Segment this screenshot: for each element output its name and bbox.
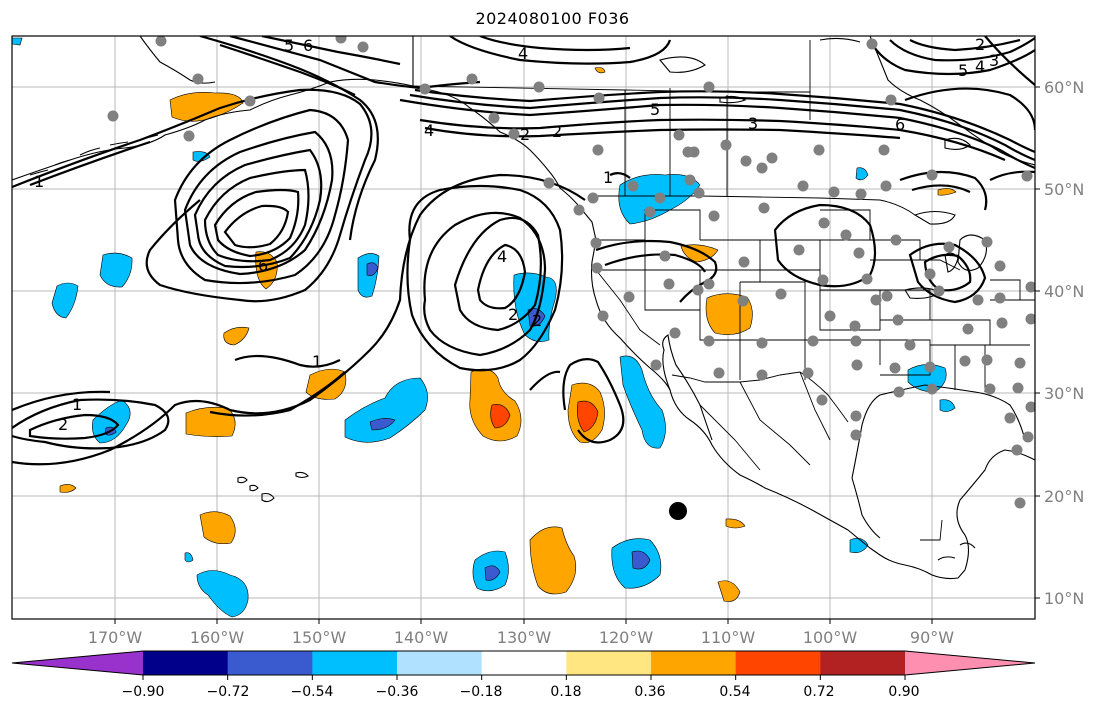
colorbar-tick-label: −0.18 <box>460 684 503 700</box>
contour-label: 2 <box>552 122 562 141</box>
lon-label: 120°W <box>599 628 654 647</box>
colorbar-segment <box>481 651 567 675</box>
contour-label: 2 <box>58 415 68 434</box>
borders <box>409 36 1035 541</box>
colorbar-segment <box>312 651 398 675</box>
colorbar-segment <box>397 651 483 675</box>
chart-title: 2024080100 F036 <box>475 9 630 28</box>
contour-label: 1 <box>34 172 44 191</box>
colorbar-tick-label: 0.36 <box>634 684 665 700</box>
contour-label: 6 <box>303 36 313 55</box>
contour-label: 5 <box>284 36 294 55</box>
contour-label: 4 <box>424 121 434 140</box>
contour-label: 6 <box>258 256 268 275</box>
contour-label: 4 <box>975 57 985 76</box>
contour-label: 4 <box>518 44 528 63</box>
contour-labels: 5 6 4 5 3 6 2 2 4 1 6 2 1 2 1 4 2 2 1 3 … <box>34 35 999 434</box>
contour-label: 1 <box>312 352 322 371</box>
lon-label: 100°W <box>803 628 858 647</box>
contour-label: 5 <box>650 100 660 119</box>
lon-label: 110°W <box>701 628 756 647</box>
black-marker <box>669 502 687 520</box>
station-markers <box>107 36 1035 509</box>
contour-label: 5 <box>958 61 968 80</box>
colorbar-tick-label: 0.54 <box>719 684 750 700</box>
lat-label: 40°N <box>1044 282 1084 301</box>
contour-label: 1 <box>603 168 613 187</box>
lat-label: 20°N <box>1044 487 1084 506</box>
contours <box>12 36 1035 466</box>
colorbar-tick-label: 0.18 <box>550 684 581 700</box>
lat-label: 50°N <box>1044 180 1084 199</box>
lon-label: 140°W <box>394 628 449 647</box>
colorbar: −0.90 −0.72 −0.54 −0.36 −0.18 0.18 0.36 … <box>11 650 1036 700</box>
colorbar-segment <box>820 651 906 675</box>
contour-label: 6 <box>895 115 905 134</box>
colorbar-extend-max <box>905 651 1035 675</box>
colorbar-tick-label: −0.54 <box>291 684 334 700</box>
lon-label: 130°W <box>497 628 552 647</box>
colorbar-tick-label: −0.36 <box>376 684 419 700</box>
lon-label: 160°W <box>190 628 245 647</box>
contour-label: 2 <box>520 125 530 144</box>
colorbar-tick-label: 0.90 <box>888 684 919 700</box>
map-area: 5 6 4 5 3 6 2 2 4 1 6 2 1 2 1 4 2 2 1 3 … <box>12 35 1035 619</box>
colorbar-tick-label: 0.72 <box>803 684 834 700</box>
lon-label: 90°W <box>910 628 954 647</box>
colorbar-segment <box>651 651 737 675</box>
latitude-labels: 60°N 50°N 40°N 30°N 20°N 10°N <box>1044 78 1084 608</box>
contour-label: 2 <box>975 35 985 54</box>
colorbar-tick-label: −0.72 <box>207 684 250 700</box>
colorbar-segment <box>143 651 229 675</box>
contour-label: 4 <box>497 247 507 266</box>
colorbar-extend-min <box>12 651 143 675</box>
contour-label: 3 <box>989 51 999 70</box>
lat-label: 60°N <box>1044 78 1084 97</box>
lon-label: 150°W <box>292 628 347 647</box>
contour-label: 1 <box>72 395 82 414</box>
lat-label: 10°N <box>1044 589 1084 608</box>
contour-label: 3 <box>748 114 758 133</box>
tick-marks <box>114 86 1040 624</box>
contour-label: 2 <box>532 311 542 330</box>
contour-label: 2 <box>508 305 518 324</box>
colorbar-segment <box>566 651 652 675</box>
longitude-labels: 170°W 160°W 150°W 140°W 130°W 120°W 110°… <box>88 628 954 647</box>
anomaly-fills <box>12 37 957 618</box>
colorbar-segment <box>227 651 313 675</box>
lat-label: 30°N <box>1044 384 1084 403</box>
colorbar-tick-label: −0.90 <box>122 684 165 700</box>
lon-label: 170°W <box>88 628 143 647</box>
colorbar-segment <box>735 651 821 675</box>
